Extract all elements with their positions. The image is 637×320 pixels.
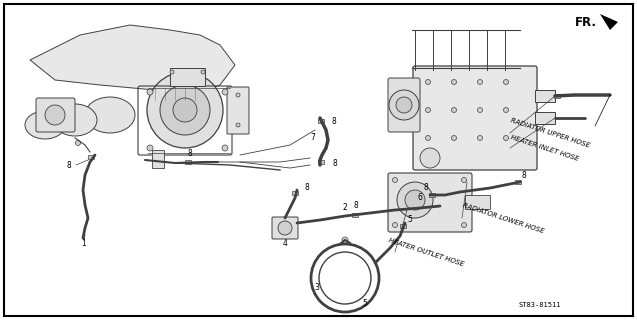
- Circle shape: [503, 108, 508, 113]
- Circle shape: [392, 222, 397, 228]
- Circle shape: [478, 79, 482, 84]
- Circle shape: [170, 70, 174, 74]
- Bar: [515, 180, 521, 184]
- Bar: [429, 193, 435, 197]
- Circle shape: [452, 108, 457, 113]
- Text: 8: 8: [522, 171, 526, 180]
- Text: RADIATOR UPPER HOSE: RADIATOR UPPER HOSE: [510, 117, 590, 149]
- Text: 7: 7: [311, 132, 315, 141]
- Circle shape: [147, 89, 153, 95]
- Text: 8: 8: [188, 148, 192, 157]
- Circle shape: [236, 93, 240, 97]
- Text: 4: 4: [283, 239, 287, 249]
- Bar: [318, 119, 324, 123]
- FancyBboxPatch shape: [388, 78, 420, 132]
- Bar: [170, 68, 205, 86]
- Circle shape: [76, 140, 80, 146]
- Circle shape: [461, 222, 466, 228]
- Text: 6: 6: [418, 194, 422, 203]
- Text: 1: 1: [82, 239, 87, 249]
- Ellipse shape: [53, 104, 97, 136]
- FancyBboxPatch shape: [413, 66, 537, 170]
- Circle shape: [420, 148, 440, 168]
- Text: 5: 5: [408, 215, 412, 225]
- Text: HEATER INLET HOSE: HEATER INLET HOSE: [510, 134, 580, 162]
- Bar: [292, 191, 298, 195]
- Bar: [535, 90, 555, 102]
- Circle shape: [461, 178, 466, 182]
- Text: 8: 8: [304, 183, 310, 193]
- Circle shape: [342, 237, 348, 243]
- Circle shape: [201, 70, 205, 74]
- Text: RADIATOR LOWER HOSE: RADIATOR LOWER HOSE: [462, 202, 545, 234]
- Text: 8: 8: [332, 117, 336, 126]
- Bar: [465, 195, 490, 209]
- Circle shape: [426, 135, 431, 140]
- Polygon shape: [30, 25, 235, 95]
- FancyBboxPatch shape: [388, 173, 472, 232]
- Text: HEATER OUTLET HOSE: HEATER OUTLET HOSE: [388, 237, 465, 267]
- FancyBboxPatch shape: [272, 217, 298, 239]
- Circle shape: [405, 190, 425, 210]
- Text: 8: 8: [67, 161, 71, 170]
- Circle shape: [452, 79, 457, 84]
- Text: 8: 8: [354, 201, 359, 210]
- Circle shape: [222, 145, 228, 151]
- Circle shape: [478, 135, 482, 140]
- Circle shape: [278, 221, 292, 235]
- Circle shape: [426, 108, 431, 113]
- Circle shape: [147, 72, 223, 148]
- Text: FR.: FR.: [575, 15, 597, 28]
- Bar: [352, 213, 358, 217]
- Text: 3: 3: [315, 284, 319, 292]
- Text: ST83-81511: ST83-81511: [519, 302, 561, 308]
- Circle shape: [236, 123, 240, 127]
- Circle shape: [396, 97, 412, 113]
- Bar: [554, 94, 560, 98]
- Circle shape: [389, 90, 419, 120]
- Bar: [535, 112, 555, 124]
- Bar: [318, 160, 324, 164]
- Text: 5: 5: [362, 300, 368, 308]
- Circle shape: [147, 145, 153, 151]
- Circle shape: [503, 135, 508, 140]
- Circle shape: [392, 178, 397, 182]
- Polygon shape: [600, 14, 618, 30]
- FancyBboxPatch shape: [227, 87, 249, 134]
- Bar: [400, 224, 406, 228]
- Circle shape: [426, 79, 431, 84]
- FancyBboxPatch shape: [36, 98, 75, 132]
- Circle shape: [397, 182, 433, 218]
- Text: 8: 8: [424, 183, 428, 193]
- Text: 2: 2: [343, 203, 347, 212]
- Ellipse shape: [25, 111, 65, 139]
- Circle shape: [160, 85, 210, 135]
- Bar: [185, 160, 191, 164]
- Bar: [152, 150, 164, 168]
- Circle shape: [503, 79, 508, 84]
- Circle shape: [222, 89, 228, 95]
- Ellipse shape: [85, 97, 135, 133]
- Circle shape: [452, 135, 457, 140]
- Circle shape: [173, 98, 197, 122]
- Text: 8: 8: [333, 158, 338, 167]
- Bar: [88, 155, 94, 159]
- Circle shape: [45, 105, 65, 125]
- Circle shape: [478, 108, 482, 113]
